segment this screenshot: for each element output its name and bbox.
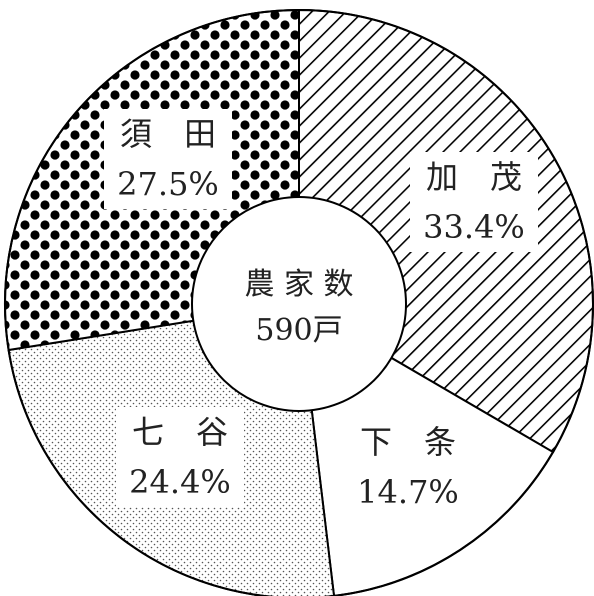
slice-label-name: 加 茂 [426,158,522,196]
slice-label-percent: 14.7% [357,473,459,511]
slice-label-background [116,407,244,507]
slice-label-percent: 27.5% [117,165,219,203]
slice-label-percent: 33.4% [423,208,525,246]
slice-label-percent: 24.4% [129,463,231,501]
slice-label-background [104,109,232,209]
slice-label-name: 須 田 [120,115,216,153]
slice-label-background [344,417,472,517]
outer-ring [4,9,594,596]
center-label-total: 590戸 [255,313,342,348]
center-label-title: 農 家 数 [244,267,353,302]
slice-labels: 加 茂 33.4% 下 条 14.7% 七 谷 24.4% 須 田 27.5% [104,109,538,517]
slice-label-name: 七 谷 [132,413,228,451]
center-hole [191,196,407,412]
slice-label-name: 下 条 [360,423,456,461]
slice-label-background [410,152,538,252]
